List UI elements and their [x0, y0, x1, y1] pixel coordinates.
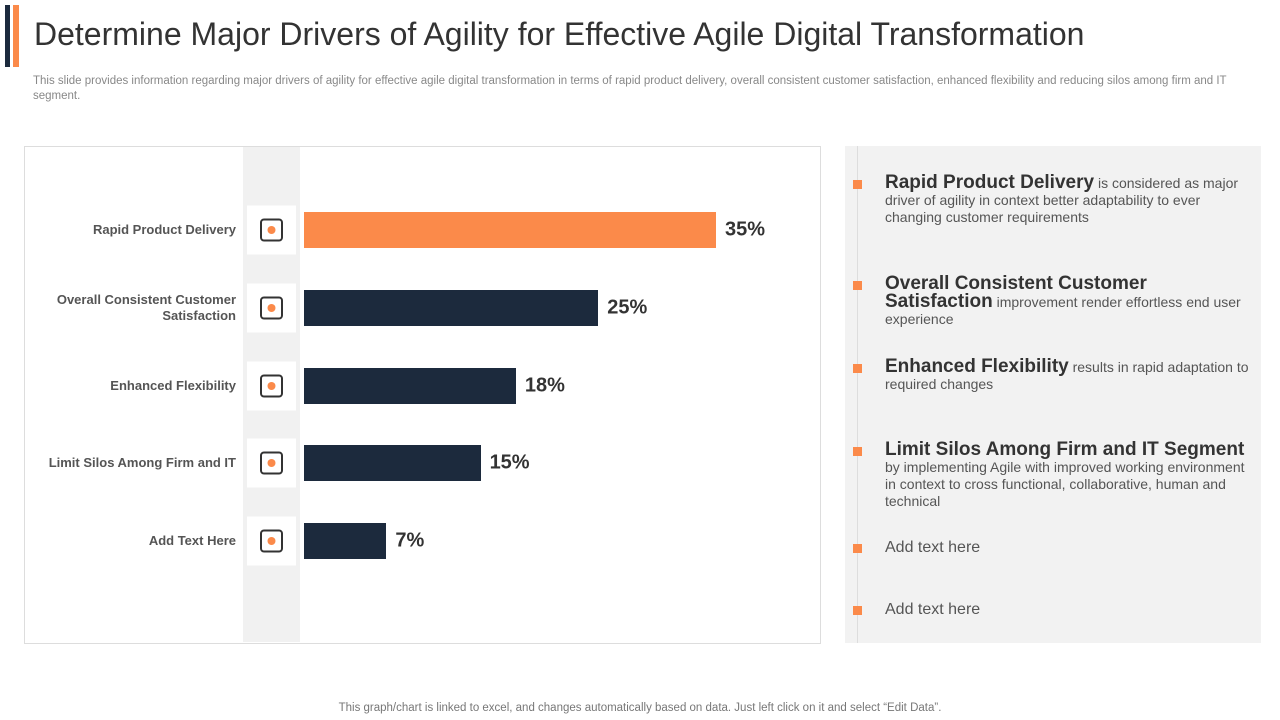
icon-glyph [260, 451, 283, 475]
point-text: improvement render effortless end user e… [885, 294, 1241, 327]
icon [247, 438, 296, 488]
value-label: 35% [725, 218, 766, 241]
accent-bar [13, 5, 19, 67]
bar [304, 523, 387, 559]
point: Limit Silos Among Firm and IT Segment by… [885, 439, 1255, 510]
point-heading: Limit Silos Among Firm and IT Segment [885, 439, 1245, 460]
point-heading: Overall Consistent Customer Satisfaction [885, 273, 1147, 312]
icon-glyph [260, 374, 283, 397]
value-label: 7% [395, 529, 425, 552]
footer: This graph/chart is linked to excel, and… [338, 702, 942, 714]
icon [247, 205, 296, 255]
bar [304, 289, 599, 326]
point-text: results in rapid adaptation to required … [885, 359, 1249, 392]
point: Add text here [885, 538, 1255, 558]
point: Enhanced Flexibility results in rapid ad… [885, 356, 1255, 393]
value-label: 18% [524, 374, 565, 396]
icon [247, 283, 296, 333]
bullet [853, 606, 862, 615]
point-text: Add text here [885, 601, 981, 618]
point-text: is considered as major driver of agility… [885, 175, 1239, 225]
point-text: by implementing Agile with improved work… [885, 459, 1245, 509]
bullet [853, 281, 862, 290]
timeline [857, 146, 858, 643]
bullet [853, 447, 862, 456]
icon-glyph [260, 296, 283, 320]
bullet [853, 180, 862, 189]
chart-frame [24, 146, 821, 644]
title: Determine Major Drivers of Agility for E… [34, 16, 1085, 52]
subtitle: This slide provides information regardin… [33, 75, 1227, 102]
icon [247, 516, 296, 566]
icon-glyph [260, 218, 283, 242]
category-label: Enhanced Flexibility [110, 377, 236, 393]
point-heading: Enhanced Flexibility [885, 356, 1069, 377]
accent-bar [5, 5, 10, 67]
category-label: Overall Consistent Customer Satisfaction [56, 291, 236, 323]
bar [304, 445, 481, 482]
point: Rapid Product Delivery is considered as … [885, 172, 1255, 226]
value-label: 25% [607, 296, 648, 319]
point-text: Add text here [885, 539, 981, 556]
side-panel [845, 146, 1261, 643]
bar [304, 367, 516, 404]
icon [247, 361, 296, 410]
point: Overall Consistent Customer Satisfaction… [885, 273, 1255, 328]
bullet [853, 364, 862, 373]
category-label: Rapid Product Delivery [92, 222, 236, 237]
point: Add text here [885, 600, 1255, 620]
bullet [853, 544, 862, 553]
category-label: Add Text Here [148, 533, 236, 548]
point-heading: Rapid Product Delivery [885, 172, 1095, 193]
icon-glyph [260, 529, 283, 553]
category-label: Limit Silos Among Firm and IT [48, 455, 236, 471]
bar [304, 212, 716, 248]
value-label: 15% [489, 451, 530, 474]
